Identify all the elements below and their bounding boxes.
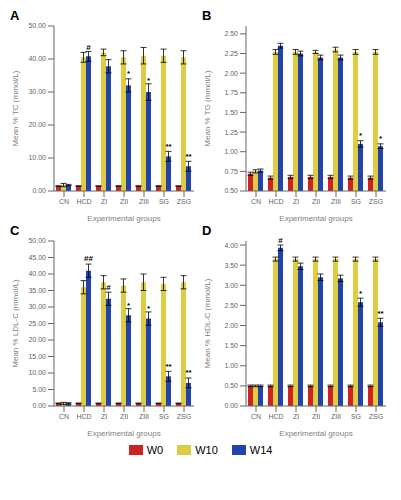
svg-text:1.00: 1.00 <box>224 362 238 369</box>
svg-text:Mean % TC (mmol/L): Mean % TC (mmol/L) <box>11 70 20 146</box>
svg-text:SG: SG <box>159 198 169 205</box>
svg-text:Experimental groups: Experimental groups <box>279 214 352 223</box>
svg-text:ZI: ZI <box>293 198 299 205</box>
svg-text:*: * <box>127 69 131 78</box>
html-text:W14: W14 <box>249 444 273 456</box>
svg-text:ZII: ZII <box>312 198 320 205</box>
svg-text:HCD: HCD <box>268 413 283 420</box>
svg-text:40.00: 40.00 <box>28 55 46 62</box>
svg-text:10.00: 10.00 <box>28 154 46 161</box>
svg-text:HCD: HCD <box>268 198 283 205</box>
svg-text:CN: CN <box>59 413 69 420</box>
svg-text:*: * <box>127 301 131 310</box>
svg-text:ZII: ZII <box>120 198 128 205</box>
svg-text:**: ** <box>377 309 384 318</box>
svg-text:20.00: 20.00 <box>28 121 46 128</box>
svg-text:5.00: 5.00 <box>32 386 46 393</box>
svg-text:0.00: 0.00 <box>32 402 46 409</box>
svg-text:4.00: 4.00 <box>224 242 238 249</box>
svg-text:ZIII: ZIII <box>139 198 149 205</box>
svg-text:0.75: 0.75 <box>224 168 238 175</box>
svg-text:Experimental groups: Experimental groups <box>279 429 352 438</box>
svg-text:2.50: 2.50 <box>224 30 238 37</box>
svg-text:CN: CN <box>251 198 261 205</box>
svg-text:ZSG: ZSG <box>369 198 383 205</box>
svg-text:30.00: 30.00 <box>28 88 46 95</box>
svg-text:Mean % HDL-C (mmol/L): Mean % HDL-C (mmol/L) <box>203 278 212 368</box>
svg-text:ZSG: ZSG <box>177 413 191 420</box>
svg-text:**: ** <box>165 142 172 151</box>
svg-text:ZI: ZI <box>293 413 299 420</box>
svg-text:0.00: 0.00 <box>32 187 46 194</box>
svg-text:ZII: ZII <box>120 413 128 420</box>
svg-text:2.50: 2.50 <box>224 302 238 309</box>
svg-text:20.00: 20.00 <box>28 336 46 343</box>
svg-text:1.50: 1.50 <box>224 342 238 349</box>
svg-text:ZIII: ZIII <box>331 413 341 420</box>
svg-text:SG: SG <box>351 198 361 205</box>
svg-text:**: ** <box>165 362 172 371</box>
svg-text:3.50: 3.50 <box>224 262 238 269</box>
svg-text:0.50: 0.50 <box>224 382 238 389</box>
svg-text:2.00: 2.00 <box>224 322 238 329</box>
svg-text:2.25: 2.25 <box>224 50 238 57</box>
svg-text:*: * <box>147 304 151 313</box>
svg-text:2.00: 2.00 <box>224 70 238 77</box>
svg-text:ZIII: ZIII <box>139 413 149 420</box>
svg-text:0.00: 0.00 <box>224 402 238 409</box>
svg-text:35.00: 35.00 <box>28 287 46 294</box>
svg-text:*: * <box>359 289 363 298</box>
svg-text:*: * <box>359 131 363 140</box>
svg-text:Experimental groups: Experimental groups <box>87 214 160 223</box>
svg-text:1.25: 1.25 <box>224 129 238 136</box>
html-text:C: C <box>10 223 20 238</box>
svg-text:ZSG: ZSG <box>369 413 383 420</box>
svg-text:Experimental groups: Experimental groups <box>87 429 160 438</box>
svg-text:ZII: ZII <box>312 413 320 420</box>
svg-text:*: * <box>379 134 383 143</box>
svg-text:0.50: 0.50 <box>224 187 238 194</box>
svg-text:15.00: 15.00 <box>28 353 46 360</box>
svg-text:10.00: 10.00 <box>28 369 46 376</box>
svg-text:#: # <box>278 236 283 245</box>
svg-text:25.00: 25.00 <box>28 320 46 327</box>
svg-text:3.00: 3.00 <box>224 282 238 289</box>
svg-text:CN: CN <box>251 413 261 420</box>
svg-text:*: * <box>147 76 151 85</box>
svg-text:#: # <box>86 43 91 52</box>
svg-text:**: ** <box>185 368 192 377</box>
html-text:B: B <box>202 8 212 23</box>
html-text:W0: W0 <box>146 444 164 456</box>
svg-text:#: # <box>106 283 111 292</box>
svg-text:50.00: 50.00 <box>28 237 46 244</box>
html-text:D: D <box>202 223 212 238</box>
svg-text:40.00: 40.00 <box>28 270 46 277</box>
svg-text:45.00: 45.00 <box>28 254 46 261</box>
svg-text:30.00: 30.00 <box>28 303 46 310</box>
svg-text:1.50: 1.50 <box>224 109 238 116</box>
svg-text:HCD: HCD <box>76 413 91 420</box>
svg-text:##: ## <box>84 254 93 263</box>
html-text:A: A <box>10 8 20 23</box>
svg-text:CN: CN <box>59 198 69 205</box>
svg-text:**: ** <box>185 152 192 161</box>
svg-text:Mean % TG (mmol/L): Mean % TG (mmol/L) <box>203 70 212 147</box>
svg-text:ZIII: ZIII <box>331 198 341 205</box>
svg-text:Mean % LDL-C (mmol/L): Mean % LDL-C (mmol/L) <box>11 279 20 368</box>
svg-text:ZSG: ZSG <box>177 198 191 205</box>
svg-text:1.00: 1.00 <box>224 148 238 155</box>
svg-text:1.75: 1.75 <box>224 89 238 96</box>
svg-text:ZI: ZI <box>101 198 107 205</box>
svg-text:HCD: HCD <box>76 198 91 205</box>
svg-text:SG: SG <box>351 413 361 420</box>
svg-text:50.00: 50.00 <box>28 22 46 29</box>
html-text:W10: W10 <box>195 444 218 456</box>
svg-text:ZI: ZI <box>101 413 107 420</box>
svg-text:SG: SG <box>159 413 169 420</box>
